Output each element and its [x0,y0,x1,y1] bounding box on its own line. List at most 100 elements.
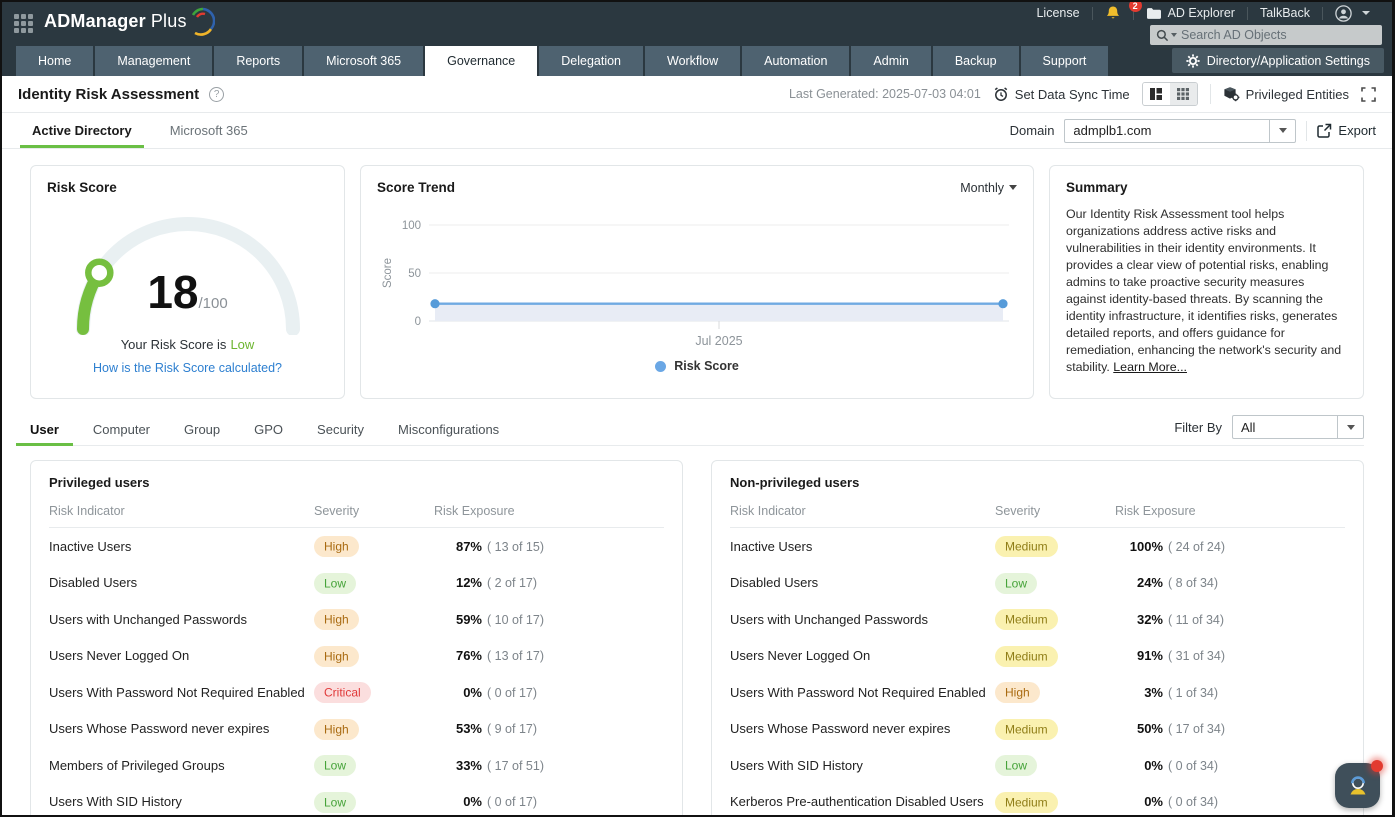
svg-text:Score: Score [382,258,394,288]
learn-more-link[interactable]: Learn More... [1113,359,1187,374]
nav-tab-home[interactable]: Home [16,46,94,76]
risk-indicator-label[interactable]: Users Never Logged On [730,648,871,664]
app-launcher-icon[interactable] [14,14,34,34]
nav-tab-automation[interactable]: Automation [742,46,850,76]
help-icon[interactable]: ? [209,86,225,102]
risk-indicator-label[interactable]: Disabled Users [49,575,138,591]
directory-application-settings-button[interactable]: Directory/Application Settings [1171,48,1384,73]
tab-security[interactable]: Security [317,421,365,437]
risk-indicator-label[interactable]: Users With SID History [49,794,182,810]
risk-indicator-label[interactable]: Users With Password Not Required Enabled [49,684,305,700]
tab-active-directory[interactable]: Active Directory [20,113,144,148]
risk-exposure-value: 53%( 9 of 17) [455,721,538,737]
set-data-sync-time-button[interactable]: Set Data Sync Time [993,86,1130,102]
score-trend-card: Score Trend Monthly 100 50 0 Score Jul 2… [360,165,1034,399]
risk-indicator-label[interactable]: Users Whose Password never expires [730,721,951,737]
table-row: Inactive Users High 87%( 13 of 15) [49,528,664,565]
fullscreen-button[interactable] [1361,86,1376,102]
nav-tab-backup[interactable]: Backup [932,46,1019,76]
ad-objects-searchbox[interactable] [1150,25,1382,45]
table-row: Users Whose Password never expires Medium… [730,711,1345,748]
nav-tab-microsoft-365[interactable]: Microsoft 365 [304,46,424,76]
table-row: Users Never Logged On Medium 91%( 31 of 34… [730,638,1345,675]
nav-tab-workflow[interactable]: Workflow [645,46,741,76]
nonprivileged-users-card: Non-privileged users Risk Indicator Seve… [711,460,1364,815]
risk-indicator-label[interactable]: Inactive Users [49,538,132,554]
nav-tab-support[interactable]: Support [1020,46,1109,76]
grid-view-toggle[interactable] [1169,83,1197,105]
notification-count-badge: 2 [1128,2,1142,12]
filter-select[interactable]: All [1232,415,1364,439]
risk-exposure-value: 100%( 24 of 24) [1129,538,1225,554]
table-row: Members of Privileged Groups Low 33%( 17 o… [49,747,664,784]
period-dropdown[interactable]: Monthly [960,181,1017,195]
nav-tab-reports[interactable]: Reports [214,46,303,76]
ad-explorer-link[interactable]: AD Explorer [1134,6,1247,20]
risk-indicator-label[interactable]: Members of Privileged Groups [49,757,225,773]
risk-score-value: 18 [147,266,199,318]
tab-group[interactable]: Group [184,421,221,437]
nav-tab-admin[interactable]: Admin [851,46,931,76]
risk-exposure-value: 50%( 17 of 34) [1136,721,1225,737]
tab-computer[interactable]: Computer [92,421,150,437]
chevron-down-icon [1009,185,1017,190]
risk-exposure-value: 91%( 31 of 34) [1136,648,1225,664]
support-chat-button[interactable] [1335,760,1383,808]
tab-user[interactable]: User [16,413,73,446]
legend-dot-icon [655,360,667,372]
score-trend-title: Score Trend [377,180,456,195]
privileged-entities-button[interactable]: Privileged Entities [1223,86,1349,102]
last-generated-text: Last Generated: 2025-07-03 04:01 [788,87,981,101]
risk-exposure-value: 76%( 13 of 17) [455,648,544,664]
chevron-down-icon [1269,119,1295,142]
search-icon[interactable] [1150,29,1181,42]
risk-exposure-value: 12%( 2 of 17) [455,575,538,591]
risk-score-caption: Your Risk Score is Low [120,337,255,352]
privileged-users-card: Privileged users Risk Indicator Severity… [30,460,683,815]
domain-label: Domain [1009,123,1055,138]
legend-label: Risk Score [674,359,739,373]
nonprivileged-users-title: Non-privileged users [730,475,860,490]
table-row: Users With SID History Low 0%( 0 of 34) [730,747,1345,784]
notifications-bell-icon[interactable]: 2 [1093,2,1142,21]
risk-indicator-label[interactable]: Users with Unchanged Passwords [49,611,247,627]
chat-notification-dot [1371,760,1383,772]
risk-indicator-label[interactable]: Disabled Users [730,575,819,591]
risk-tables-row: Privileged users Risk Indicator Severity… [2,446,1392,815]
severity-badge: High [314,718,359,740]
chart-legend: Risk Score [377,359,1017,373]
svg-text:100: 100 [402,220,421,232]
export-button[interactable]: Export [1317,123,1376,138]
talkback-link[interactable]: TalkBack [1259,6,1310,20]
summary-title: Summary [1066,180,1128,195]
logo-suffix: Plus [150,11,187,31]
risk-indicator-label[interactable]: Users With Password Not Required Enabled [730,684,986,700]
risk-indicator-label[interactable]: Kerberos Pre-authentication Disabled Use… [730,794,984,810]
user-account-menu[interactable] [1323,4,1382,22]
risk-indicator-label[interactable]: Users with Unchanged Passwords [730,611,928,627]
risk-score-calc-link[interactable]: How is the Risk Score calculated? [93,361,282,375]
box-gear-icon [1224,87,1240,102]
logo-text: ADManager [44,11,146,31]
tab-gpo[interactable]: GPO [254,421,284,437]
risk-score-title: Risk Score [47,180,117,195]
risk-indicator-label[interactable]: Users Whose Password never expires [49,721,270,737]
nav-tab-governance[interactable]: Governance [425,46,538,76]
tab-microsoft-365[interactable]: Microsoft 365 [169,123,248,138]
severity-badge: High [314,609,359,631]
risk-indicator-label[interactable]: Users With SID History [730,757,863,773]
risk-score-card: Risk Score 18/100 Your Risk Score is Low … [30,165,345,399]
severity-badge: Low [995,755,1038,777]
risk-indicator-label[interactable]: Inactive Users [730,538,813,554]
risk-indicator-label[interactable]: Users Never Logged On [49,648,190,664]
severity-badge: Low [314,572,357,594]
search-input[interactable] [1181,28,1382,42]
severity-badge: Medium [995,718,1058,740]
dashboard-view-toggle[interactable] [1142,83,1170,105]
license-link[interactable]: License [1036,6,1080,20]
tab-misconfigurations[interactable]: Misconfigurations [398,421,500,437]
chevron-down-icon [1362,11,1370,15]
nav-tab-management[interactable]: Management [95,46,213,76]
domain-select[interactable]: admplb1.com [1064,118,1297,143]
nav-tab-delegation[interactable]: Delegation [539,46,643,76]
